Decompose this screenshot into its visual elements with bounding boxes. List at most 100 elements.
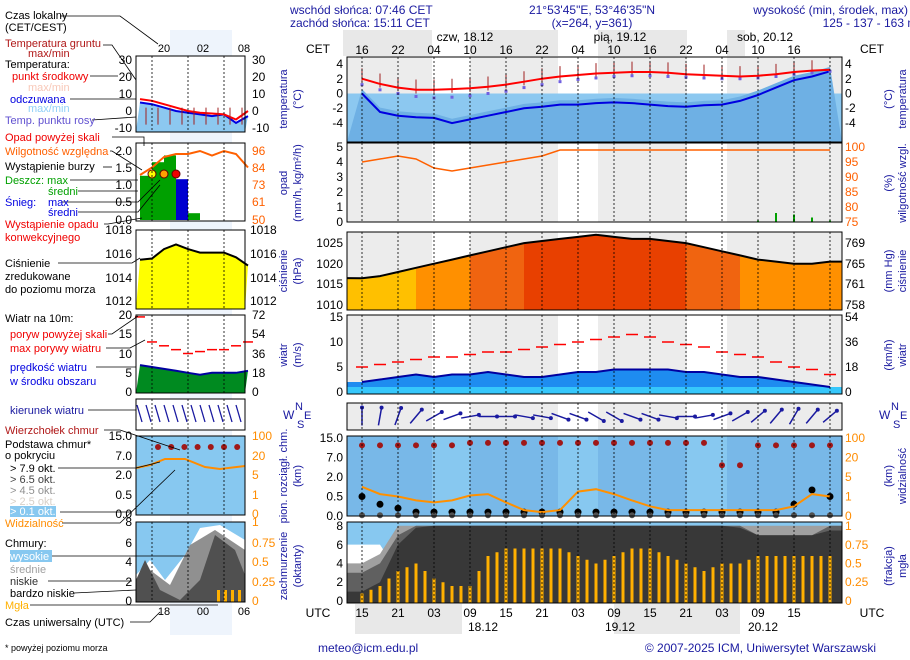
svg-text:00: 00 bbox=[197, 606, 209, 618]
wind-arrow-head bbox=[656, 417, 661, 422]
tick-label: 4 bbox=[336, 155, 343, 169]
tick-label: 100 bbox=[845, 140, 865, 154]
contact-email[interactable]: meteo@icm.edu.pl bbox=[318, 641, 418, 655]
legend-tick-label: 0 bbox=[125, 104, 132, 118]
day-label-top: sob, 20.12 bbox=[737, 30, 793, 44]
legend-leader-line bbox=[62, 469, 176, 524]
cloud-base-dot bbox=[485, 512, 491, 519]
cet-hour-label: 22 bbox=[535, 43, 549, 57]
pressure-area bbox=[614, 236, 632, 310]
svg-text:Wilgotność względna: Wilgotność względna bbox=[5, 146, 109, 158]
legend-tick-label: 10 bbox=[252, 87, 266, 101]
dew-point-marker bbox=[648, 74, 652, 78]
legend-cloud-top-dot bbox=[155, 444, 161, 450]
pressure-area bbox=[740, 255, 758, 310]
fog-bar bbox=[513, 548, 517, 603]
visibility-line bbox=[361, 485, 831, 514]
legend-wind-arrow bbox=[181, 404, 188, 423]
legend-leader-line bbox=[108, 315, 139, 335]
fog-bar bbox=[486, 556, 490, 603]
utc-hour-label: 15 bbox=[355, 606, 369, 620]
cloud-base-dot bbox=[395, 512, 401, 519]
legend-tick-label: 0.25 bbox=[252, 575, 276, 589]
tick-label: 5 bbox=[336, 360, 343, 374]
fog-bar bbox=[369, 589, 373, 603]
wind-arrow bbox=[587, 411, 606, 423]
legend-tick-label: 0.5 bbox=[115, 488, 132, 502]
legend-tick-label: 96 bbox=[252, 144, 266, 158]
legend-wind-line bbox=[139, 364, 249, 376]
rain-bar bbox=[829, 220, 831, 222]
legend-storm-marker bbox=[159, 169, 169, 179]
svg-text:Ciśnienie: Ciśnienie bbox=[5, 258, 50, 270]
fog-bar bbox=[405, 567, 409, 603]
wind-arrow bbox=[409, 407, 424, 424]
axis-title: (%) bbox=[883, 174, 895, 191]
utc-label-right: UTC bbox=[860, 606, 885, 620]
legend-tick-label: 50 bbox=[252, 213, 266, 227]
pressure-area bbox=[578, 234, 596, 310]
wind-arrow bbox=[551, 412, 571, 422]
cloud-base-dot bbox=[593, 512, 599, 519]
dew-point-marker bbox=[810, 71, 814, 75]
legend-panel bbox=[136, 399, 245, 430]
legend-cloud-top-dot bbox=[194, 444, 201, 450]
cloud-top-dot bbox=[593, 439, 599, 446]
svg-text:Chmury:: Chmury: bbox=[5, 538, 47, 550]
cet-label-left: CET bbox=[306, 42, 331, 56]
cet-hour-label: 10 bbox=[463, 43, 477, 57]
legend-leader-line bbox=[112, 136, 145, 146]
tick-label: 85 bbox=[845, 185, 859, 199]
axis-title: (hPa) bbox=[292, 258, 304, 285]
cloud-top-dot bbox=[485, 439, 491, 446]
tick-label: 0 bbox=[336, 594, 343, 608]
fog-bar bbox=[621, 552, 625, 603]
legend-cloud-top-dot bbox=[181, 444, 188, 450]
tick-label: 7.0 bbox=[326, 451, 343, 465]
legend-panel-frame bbox=[135, 435, 246, 516]
legend-leader-line bbox=[110, 150, 143, 171]
tick-label: 10 bbox=[330, 335, 344, 349]
cloud-base-dot bbox=[665, 512, 671, 519]
dew-point-marker bbox=[702, 76, 706, 80]
axis-title: pion. rozciągł. chm. bbox=[278, 429, 290, 524]
svg-text:Temperatura:: Temperatura: bbox=[5, 59, 70, 71]
cloud-top-dot bbox=[413, 442, 419, 449]
wind-arrow-shaft bbox=[695, 414, 713, 419]
fog-bar bbox=[630, 548, 634, 603]
pressure-area bbox=[830, 261, 842, 310]
legend-tick-label: 1012 bbox=[250, 294, 277, 308]
fog-bar bbox=[585, 559, 589, 603]
perceived-temp-line bbox=[361, 70, 831, 125]
cloud-top-dot bbox=[503, 439, 509, 446]
pressure-area bbox=[794, 263, 812, 310]
dew-point-marker bbox=[504, 89, 508, 93]
legend-panel-frame bbox=[135, 229, 246, 310]
svg-text:max/min: max/min bbox=[28, 82, 70, 94]
fog-bar bbox=[666, 556, 670, 603]
svg-text:zredukowane: zredukowane bbox=[5, 271, 70, 283]
tick-label: 1015 bbox=[316, 277, 343, 291]
utc-hour-label: 15 bbox=[499, 606, 513, 620]
tick-label: 0 bbox=[845, 509, 852, 523]
dew-point-marker bbox=[666, 74, 670, 78]
tick-label: 0 bbox=[845, 594, 852, 608]
rain-bar bbox=[757, 220, 759, 222]
cet-hour-label: 16 bbox=[787, 43, 801, 57]
cloud-top-dot bbox=[773, 442, 779, 449]
legend-tick-label: 1012 bbox=[105, 294, 132, 308]
pressure-area bbox=[668, 240, 686, 310]
wind-arrow-head bbox=[530, 416, 535, 421]
legend-leader-line bbox=[60, 15, 159, 45]
legend-tick-label: 7.0 bbox=[115, 449, 132, 463]
legend-panel-frame bbox=[135, 398, 246, 431]
axis-unit-right: (°C) bbox=[883, 89, 895, 109]
legend-tick-label: 0 bbox=[252, 594, 259, 608]
fog-bar bbox=[783, 556, 787, 603]
wind-arrow-head bbox=[566, 417, 571, 422]
cloud-base-dot bbox=[827, 512, 833, 519]
wind-arrow-head bbox=[815, 407, 820, 412]
legend-tick-label: 1014 bbox=[105, 271, 132, 285]
axis-title: wiatr bbox=[897, 343, 909, 368]
